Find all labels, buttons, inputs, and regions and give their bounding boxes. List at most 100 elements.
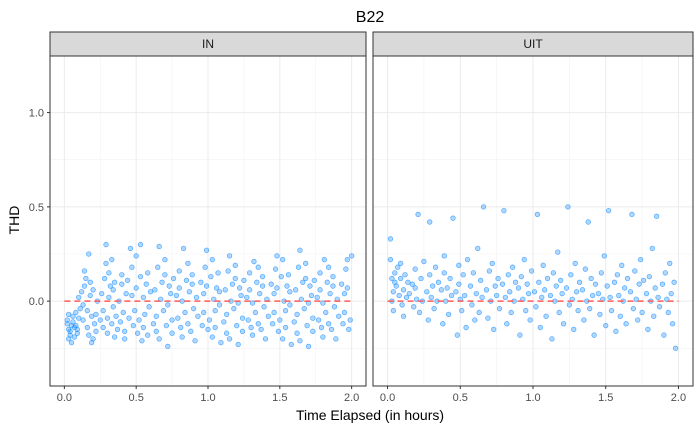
data-point [589, 292, 596, 299]
data-point [348, 253, 355, 259]
x-tick-label: 0.0 [57, 392, 72, 404]
x-tick-label: 2.0 [671, 392, 686, 404]
data-point [411, 304, 417, 310]
data-point [241, 277, 247, 284]
data-point [129, 292, 135, 299]
chart-title: B22 [356, 9, 385, 26]
data-point [486, 268, 493, 274]
data-point [533, 304, 539, 310]
data-point [178, 324, 184, 331]
x-axis-title: Time Elapsed (in hours) [296, 407, 444, 423]
data-point [390, 289, 397, 295]
data-point [292, 287, 299, 293]
data-point [155, 264, 161, 270]
data-point [611, 279, 618, 285]
data-point [598, 270, 605, 276]
data-point [147, 289, 154, 295]
data-point [399, 302, 405, 308]
data-point [173, 292, 180, 299]
data-point [613, 328, 619, 334]
data-point [90, 287, 96, 293]
data-point [536, 279, 542, 285]
data-point [502, 294, 509, 301]
facet-panel-uit: UIT 0.0 0.5 1.0 1.5 2.0 [372, 31, 694, 404]
data-point [113, 313, 119, 319]
data-point [176, 268, 182, 274]
data-point [205, 326, 211, 333]
data-point [110, 304, 116, 310]
data-point [192, 338, 198, 344]
data-point [189, 272, 195, 278]
data-point [300, 279, 306, 285]
data-point [169, 317, 175, 323]
data-point [448, 292, 455, 299]
data-point [427, 219, 433, 225]
data-point [592, 281, 599, 287]
data-point [188, 328, 194, 334]
data-point [150, 321, 157, 327]
data-point [311, 277, 317, 284]
data-point [637, 257, 644, 263]
data-point [226, 336, 233, 342]
data-point [146, 304, 152, 310]
data-point [326, 264, 332, 270]
x-tick-label: 2.0 [344, 392, 359, 404]
data-point [595, 290, 602, 297]
data-point [566, 302, 573, 308]
data-point [117, 319, 124, 325]
data-point [321, 257, 327, 263]
data-point [130, 323, 136, 329]
data-point [509, 264, 516, 270]
data-point [209, 334, 215, 340]
data-point [163, 323, 169, 329]
data-point [475, 245, 481, 251]
data-point [169, 330, 175, 336]
data-point [331, 304, 338, 310]
data-point [315, 317, 322, 323]
data-point [186, 289, 192, 295]
data-point [643, 290, 650, 297]
data-point [323, 309, 329, 316]
data-point [501, 207, 507, 214]
data-point [180, 245, 187, 251]
data-point [472, 317, 478, 323]
data-point [543, 313, 549, 319]
data-point [456, 262, 462, 268]
data-point [133, 285, 139, 291]
data-point [527, 317, 533, 323]
data-point [245, 317, 251, 323]
data-point [291, 319, 297, 325]
data-point [491, 326, 497, 333]
data-point [317, 270, 323, 276]
data-point [297, 338, 303, 344]
data-point [537, 324, 543, 331]
data-point [456, 281, 462, 287]
data-point [280, 257, 286, 263]
data-point [655, 294, 661, 301]
data-point [549, 336, 555, 342]
data-point [268, 281, 274, 287]
data-point [557, 277, 564, 284]
data-point [635, 317, 641, 323]
data-point [215, 270, 221, 276]
data-point [104, 315, 111, 321]
data-point [179, 334, 185, 340]
data-point [591, 332, 597, 338]
data-point [563, 285, 570, 291]
data-point [314, 294, 320, 301]
data-point [81, 268, 88, 274]
data-point [347, 317, 353, 323]
x-tick-label: 1.0 [525, 392, 540, 404]
data-point [540, 262, 546, 268]
data-point [93, 328, 99, 334]
data-point [282, 307, 289, 314]
data-point [262, 336, 269, 342]
data-point [640, 277, 647, 284]
data-point [195, 313, 201, 319]
data-point [669, 321, 676, 327]
data-point [454, 332, 461, 338]
data-point [137, 273, 144, 280]
data-point [344, 257, 350, 263]
data-point [238, 292, 244, 299]
